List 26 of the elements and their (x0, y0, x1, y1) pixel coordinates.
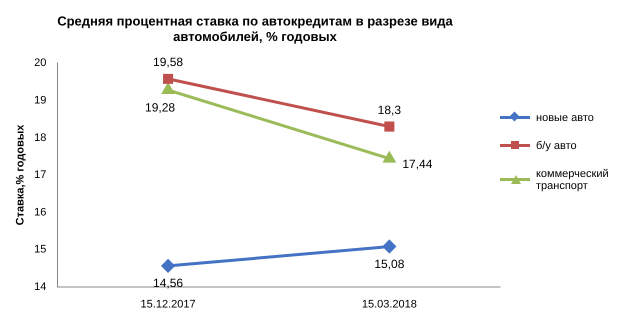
point (162, 259, 175, 272)
point (162, 84, 174, 94)
point (384, 122, 394, 132)
point (163, 74, 174, 84)
x-tick-label: 15.03.2018 (362, 298, 417, 310)
y-tick-label: 19 (34, 94, 46, 106)
y-tick-label: 20 (34, 57, 46, 70)
data-label: 14,56 (153, 276, 184, 290)
data-label: 19,28 (145, 100, 176, 114)
point (382, 240, 396, 254)
data-label: 18,3 (378, 102, 402, 117)
y-tick-label: 18 (34, 132, 46, 144)
point (384, 152, 396, 163)
y-tick-label: 17 (34, 169, 46, 182)
y-tick-label: 14 (34, 280, 46, 293)
legend-label: новые авто (536, 112, 594, 124)
legend-label: коммерческий транспорт (536, 168, 610, 192)
legend-label: б/у авто (536, 140, 577, 152)
x-tick-label: 15.12.2017 (140, 298, 196, 310)
data-label: 17,44 (402, 156, 433, 171)
y-axis-title: Ставка,% годовых (14, 124, 27, 226)
y-tick-label: 16 (34, 206, 46, 218)
y-tick-label: 15 (34, 244, 46, 256)
data-label: 15,08 (374, 256, 405, 271)
chart-title: Средняя процентная ставка по автокредитам в разрезе вида автомобилей, % годовых (57, 13, 454, 44)
data-label: 19,58 (153, 55, 184, 70)
